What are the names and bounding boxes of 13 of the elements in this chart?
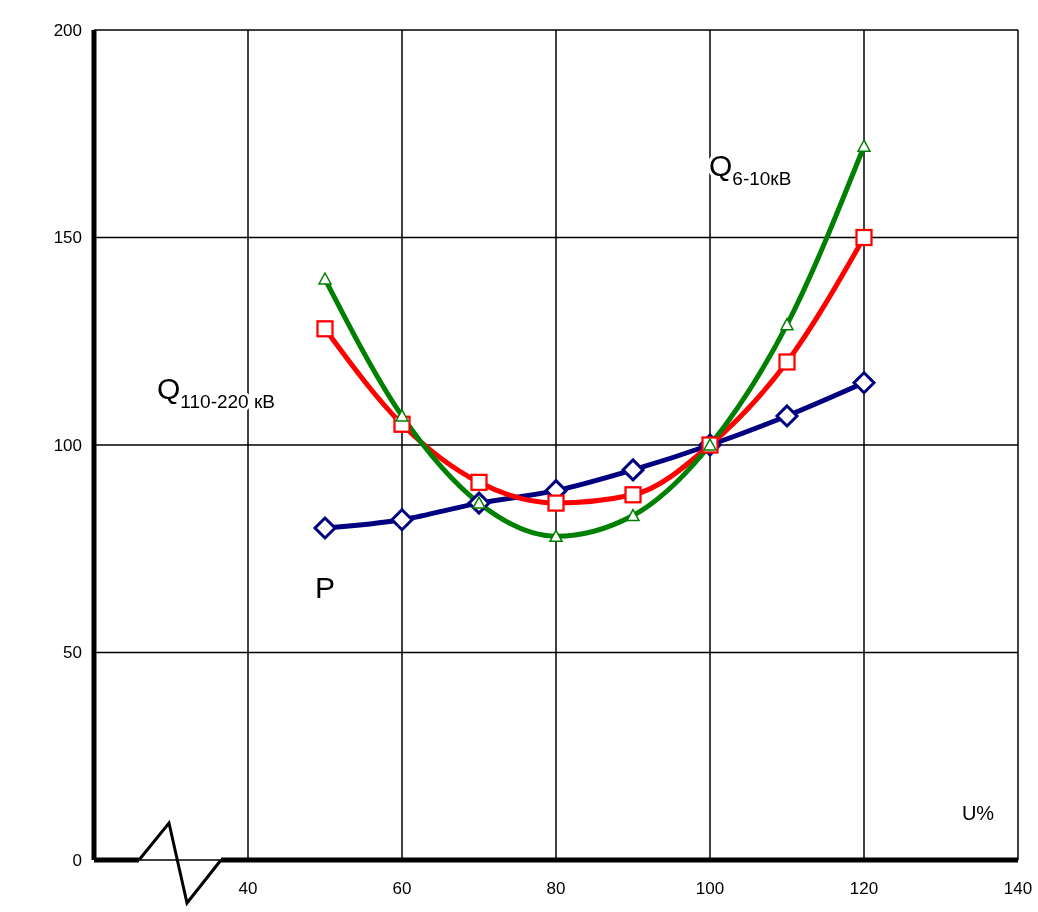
x-tick-label: 140	[1003, 879, 1033, 898]
x-tick-label: 80	[546, 879, 566, 898]
x-axis-title: U%	[961, 802, 995, 824]
y-tick-label: 100	[53, 435, 82, 455]
x-tick-label: 120	[849, 879, 879, 898]
x-tick-label: 100	[695, 879, 725, 898]
y-tick-label: 200	[53, 20, 82, 40]
x-tick-label: 40	[238, 879, 258, 898]
y-tick-label: 50	[63, 643, 82, 663]
series-label: P	[315, 571, 336, 604]
x-tick-label: 60	[392, 879, 412, 898]
y-tick-label: 150	[53, 228, 82, 248]
y-tick-label: 0	[72, 850, 82, 870]
